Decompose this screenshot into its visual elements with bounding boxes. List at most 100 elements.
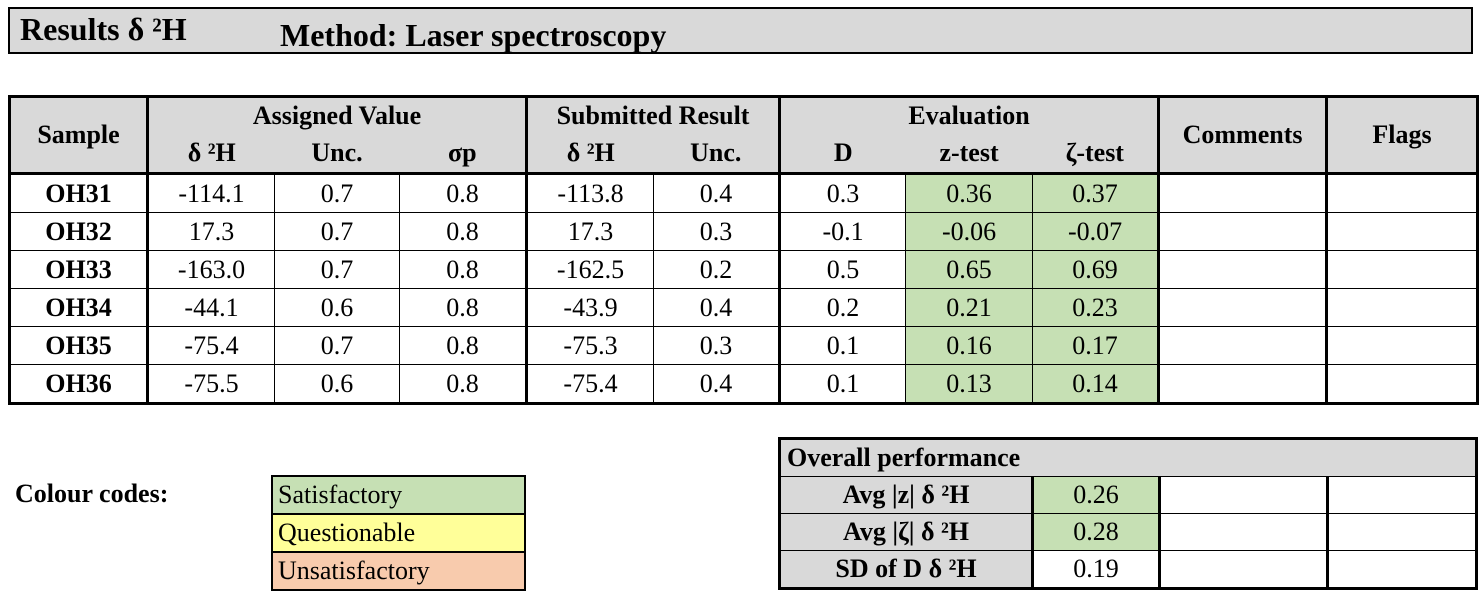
overall-comments-cell bbox=[1159, 513, 1329, 551]
sample-id: OH36 bbox=[8, 364, 149, 405]
comments-cell bbox=[1158, 326, 1329, 365]
zeta-test-value: -0.07 bbox=[1032, 212, 1161, 251]
table-row: OH32 17.3 0.7 0.8 17.3 0.3 -0.1 -0.06 -0… bbox=[8, 212, 1480, 251]
comments-cell bbox=[1158, 173, 1329, 213]
avg-zeta-value: 0.28 bbox=[1032, 513, 1161, 551]
submitted-unc: 0.2 bbox=[653, 250, 782, 289]
overall-performance-title: Overall performance bbox=[778, 437, 1478, 477]
colour-codes-label: Colour codes: bbox=[15, 479, 169, 508]
sigma-p-value: 0.8 bbox=[398, 326, 529, 365]
sd-d-label: SD of D δ ²H bbox=[778, 550, 1034, 590]
sample-id: OH32 bbox=[8, 212, 149, 251]
subheader-sigma-p: σp bbox=[399, 134, 529, 175]
zeta-test-value: 0.69 bbox=[1032, 250, 1161, 289]
overall-row: SD of D δ ²H 0.19 bbox=[778, 550, 1478, 590]
comments-cell bbox=[1158, 250, 1329, 289]
overall-row: Avg |z| δ ²H 0.26 bbox=[778, 476, 1478, 514]
subheader-d: D bbox=[779, 134, 906, 175]
header-assigned-value: Assigned Value bbox=[146, 95, 529, 134]
z-test-value: 0.36 bbox=[905, 173, 1034, 213]
assigned-value: -75.5 bbox=[147, 364, 275, 405]
table-row: OH36 -75.5 0.6 0.8 -75.4 0.4 0.1 0.13 0.… bbox=[8, 364, 1480, 405]
table-row: OH34 -44.1 0.6 0.8 -43.9 0.4 0.2 0.21 0.… bbox=[8, 288, 1480, 327]
sigma-p-value: 0.8 bbox=[398, 173, 529, 213]
header-sample: Sample bbox=[8, 95, 149, 175]
sample-id: OH35 bbox=[8, 326, 149, 365]
sigma-p-value: 0.8 bbox=[398, 250, 529, 289]
flags-cell bbox=[1326, 212, 1480, 251]
overall-row: Avg |ζ| δ ²H 0.28 bbox=[778, 513, 1478, 551]
d-value: -0.1 bbox=[779, 212, 907, 251]
table-row: OH31 -114.1 0.7 0.8 -113.8 0.4 0.3 0.36 … bbox=[8, 173, 1480, 213]
sigma-p-value: 0.8 bbox=[398, 364, 529, 405]
assigned-unc: 0.7 bbox=[274, 212, 400, 251]
assigned-unc: 0.7 bbox=[274, 173, 400, 213]
flags-cell bbox=[1326, 288, 1480, 327]
z-test-value: 0.65 bbox=[905, 250, 1034, 289]
zeta-test-value: 0.17 bbox=[1032, 326, 1161, 365]
overall-flags-cell bbox=[1327, 476, 1478, 514]
subheader-submitted-d2h: δ ²H bbox=[526, 134, 654, 175]
subheader-z-test: z-test bbox=[905, 134, 1033, 175]
assigned-value: 17.3 bbox=[147, 212, 275, 251]
sd-d-value: 0.19 bbox=[1032, 550, 1161, 590]
sample-id: OH33 bbox=[8, 250, 149, 289]
assigned-value: -163.0 bbox=[147, 250, 275, 289]
z-test-value: 0.21 bbox=[905, 288, 1034, 327]
header-comments: Comments bbox=[1158, 95, 1329, 175]
sample-id: OH34 bbox=[8, 288, 149, 327]
header-flags: Flags bbox=[1326, 95, 1480, 175]
flags-cell bbox=[1326, 250, 1480, 289]
avg-z-label: Avg |z| δ ²H bbox=[778, 476, 1034, 514]
avg-z-value: 0.26 bbox=[1032, 476, 1161, 514]
sigma-p-value: 0.8 bbox=[398, 288, 529, 327]
results-table: Sample Assigned Value Submitted Result E… bbox=[8, 95, 1480, 405]
submitted-unc: 0.3 bbox=[653, 326, 782, 365]
submitted-value: -75.4 bbox=[526, 364, 655, 405]
comments-cell bbox=[1158, 288, 1329, 327]
flags-cell bbox=[1326, 326, 1480, 365]
assigned-unc: 0.7 bbox=[274, 250, 400, 289]
overall-comments-cell bbox=[1159, 550, 1329, 590]
legend-satisfactory: Satisfactory bbox=[271, 475, 526, 515]
submitted-unc: 0.4 bbox=[653, 173, 782, 213]
subheader-assigned-unc: Unc. bbox=[274, 134, 400, 175]
results-title: Results δ ²H bbox=[20, 11, 187, 47]
z-test-value: 0.16 bbox=[905, 326, 1034, 365]
sigma-p-value: 0.8 bbox=[398, 212, 529, 251]
title-bar: Results δ ²H Method: Laser spectroscopy bbox=[8, 7, 1473, 54]
subheader-submitted-unc: Unc. bbox=[653, 134, 782, 175]
overall-performance-table: Overall performance Avg |z| δ ²H 0.26 Av… bbox=[778, 437, 1478, 590]
table-row: OH33 -163.0 0.7 0.8 -162.5 0.2 0.5 0.65 … bbox=[8, 250, 1480, 289]
zeta-test-value: 0.37 bbox=[1032, 173, 1161, 213]
zeta-test-value: 0.14 bbox=[1032, 364, 1161, 405]
assigned-value: -114.1 bbox=[147, 173, 275, 213]
submitted-value: -75.3 bbox=[526, 326, 655, 365]
submitted-value: -43.9 bbox=[526, 288, 655, 327]
subheader-zeta-test: ζ-test bbox=[1032, 134, 1161, 175]
legend-questionable: Questionable bbox=[271, 513, 526, 553]
overall-comments-cell bbox=[1159, 476, 1329, 514]
method-title: Method: Laser spectroscopy bbox=[280, 17, 667, 53]
legend-unsatisfactory: Unsatisfactory bbox=[271, 551, 526, 591]
flags-cell bbox=[1326, 364, 1480, 405]
z-test-value: -0.06 bbox=[905, 212, 1034, 251]
overall-flags-cell bbox=[1327, 550, 1478, 590]
overall-flags-cell bbox=[1327, 513, 1478, 551]
subheader-assigned-d2h: δ ²H bbox=[147, 134, 275, 175]
submitted-unc: 0.4 bbox=[653, 364, 782, 405]
submitted-unc: 0.3 bbox=[653, 212, 782, 251]
table-row: OH35 -75.4 0.7 0.8 -75.3 0.3 0.1 0.16 0.… bbox=[8, 326, 1480, 365]
colour-codes-legend: Satisfactory Questionable Unsatisfactory bbox=[271, 475, 526, 591]
d-value: 0.5 bbox=[779, 250, 907, 289]
assigned-unc: 0.6 bbox=[274, 364, 400, 405]
submitted-value: 17.3 bbox=[526, 212, 655, 251]
header-submitted-result: Submitted Result bbox=[526, 95, 782, 134]
zeta-test-value: 0.23 bbox=[1032, 288, 1161, 327]
comments-cell bbox=[1158, 212, 1329, 251]
assigned-value: -44.1 bbox=[147, 288, 275, 327]
z-test-value: 0.13 bbox=[905, 364, 1034, 405]
submitted-value: -162.5 bbox=[526, 250, 655, 289]
submitted-value: -113.8 bbox=[526, 173, 655, 213]
assigned-unc: 0.7 bbox=[274, 326, 400, 365]
